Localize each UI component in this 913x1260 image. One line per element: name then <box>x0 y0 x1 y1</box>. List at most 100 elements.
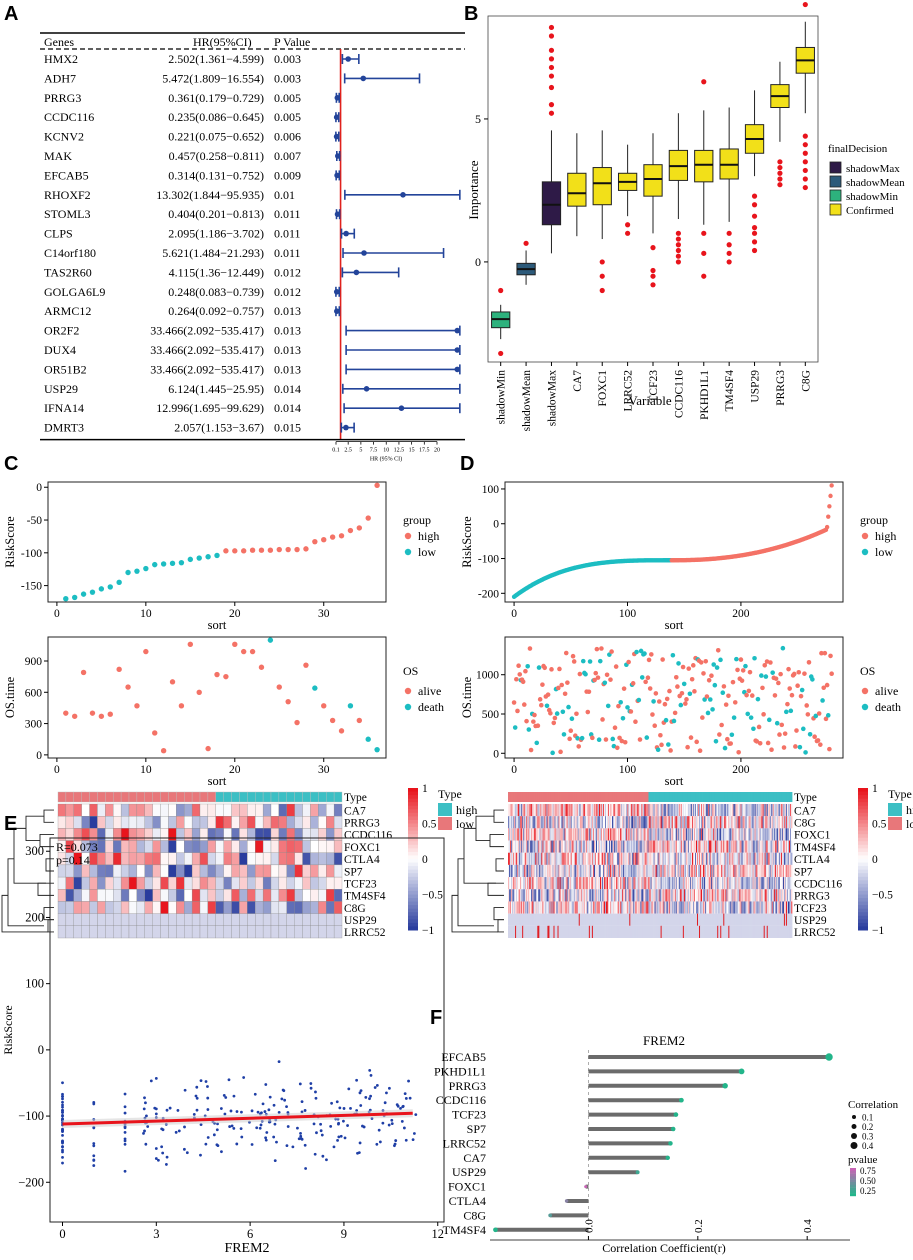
colorbar-segment <box>858 895 868 899</box>
heatmap-cell <box>192 926 200 938</box>
colorbar-segment <box>858 916 868 920</box>
heatmap-cell <box>121 841 129 853</box>
heatmap-cell <box>255 889 263 901</box>
heatmap-cell <box>326 816 334 828</box>
heatmap-cell <box>216 853 224 865</box>
box-outlier <box>752 239 757 244</box>
heatmap-cell <box>232 865 240 877</box>
colorbar-tick-label: 1 <box>422 783 428 795</box>
heatmap-cell <box>271 914 279 926</box>
heatmap-cell <box>287 865 295 877</box>
os-legend-dot <box>405 688 411 694</box>
os-point <box>709 673 714 678</box>
os-legend-dot <box>405 704 411 710</box>
heatmap-type-cell <box>318 792 326 802</box>
heatmap-legend-title: Type <box>888 787 912 801</box>
heatmap-cell <box>326 926 334 938</box>
heatmap-cell <box>232 914 240 926</box>
heatmap-cell <box>239 853 247 865</box>
os-x-tick-label: 0 <box>54 764 60 776</box>
box-outlier <box>752 231 757 236</box>
heatmap-cell <box>303 926 311 938</box>
os-point <box>241 649 246 654</box>
forest-x-tick-label: 0.1 <box>332 448 340 454</box>
heatmap-cell <box>129 914 137 926</box>
heatmap-cell <box>129 901 137 913</box>
box-outlier <box>498 288 503 293</box>
heatmap-cell <box>184 889 192 901</box>
heatmap-cell <box>232 926 240 938</box>
forest-hr-point <box>334 134 340 140</box>
heatmap-cell <box>295 926 303 938</box>
heatmap-type-cell <box>192 792 200 802</box>
colorbar-segment <box>858 816 868 820</box>
box-outlier <box>549 85 554 90</box>
os-point <box>574 711 579 716</box>
risk-point <box>161 561 166 566</box>
colorbar-segment <box>408 827 418 831</box>
heatmap-cell <box>224 841 232 853</box>
heatmap-cell <box>90 816 98 828</box>
heatmap-cell <box>208 853 216 865</box>
risk-point <box>179 560 184 565</box>
forest-gene-label: DUX4 <box>44 343 76 357</box>
forest-p-value: 0.014 <box>274 382 301 396</box>
heatmap-cell <box>318 804 326 816</box>
os-point <box>516 663 521 668</box>
heatmap-cell <box>161 853 169 865</box>
os-point <box>795 683 800 688</box>
os-legend-title: OS <box>403 664 418 678</box>
forest-hr-text: 0.264(0.092−0.757) <box>168 304 264 318</box>
colorbar-segment <box>858 905 868 909</box>
risk-legend-dot <box>862 549 868 555</box>
colorbar-segment <box>408 895 418 899</box>
heatmap-cell <box>192 865 200 877</box>
scatter-point <box>150 1079 153 1082</box>
heatmap-cell <box>145 865 153 877</box>
forest-gene-label: RHOXF2 <box>44 188 91 202</box>
forest-hr-point <box>364 386 370 392</box>
heatmap-type-cell <box>216 792 224 802</box>
colorbar-segment <box>408 841 418 845</box>
colorbar-tick-label: −0.5 <box>872 890 893 902</box>
os-point <box>524 719 529 724</box>
risk-point <box>294 547 299 552</box>
os-point <box>563 691 568 696</box>
risk-point <box>134 568 139 573</box>
box-outlier <box>600 274 605 279</box>
heatmap-cell <box>105 853 113 865</box>
heatmap-cell <box>129 865 137 877</box>
os-point <box>666 742 671 747</box>
heatmap-cell <box>239 889 247 901</box>
heatmap-type-cell <box>263 792 271 802</box>
heatmap-cell <box>145 926 153 938</box>
heatmap-cell <box>279 828 287 840</box>
heatmap-cell <box>168 914 176 926</box>
box-body <box>593 168 611 205</box>
os-point <box>816 738 821 743</box>
risk-point <box>374 483 379 488</box>
os-point <box>555 711 560 716</box>
os-point <box>585 710 590 715</box>
heatmap-cell <box>66 926 74 938</box>
heatmap-cell <box>137 804 145 816</box>
heatmap-cell <box>184 816 192 828</box>
heatmap-cell <box>74 828 82 840</box>
os-point <box>536 723 541 728</box>
os-point <box>700 715 705 720</box>
heatmap-cell <box>318 926 326 938</box>
os-point <box>566 705 571 710</box>
heatmap-colorbar <box>408 788 418 931</box>
os-point <box>561 709 566 714</box>
heatmap-cell <box>153 926 161 938</box>
heatmap-cell <box>247 804 255 816</box>
os-point <box>664 718 669 723</box>
heatmap-cell <box>334 877 342 889</box>
heatmap-cell <box>90 926 98 938</box>
os-point <box>637 698 642 703</box>
heatmap-cell <box>239 865 247 877</box>
heatmap-cell <box>791 841 792 853</box>
os-point <box>321 703 326 708</box>
os-point <box>710 707 715 712</box>
os-point <box>673 711 678 716</box>
